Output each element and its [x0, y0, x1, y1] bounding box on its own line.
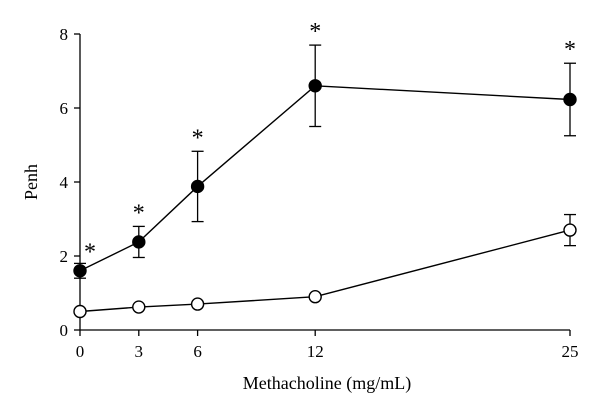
- y-tick-label-3: 6: [60, 99, 69, 118]
- x-tick-label-3: 12: [307, 342, 324, 361]
- series-0-point-1: [132, 235, 146, 249]
- series-layer: * * * * *: [73, 19, 577, 319]
- series-1-point-3: [308, 290, 322, 304]
- axes: 0 2 4 6 8 0 3 6 12 25: [60, 25, 579, 361]
- x-tick-label-1: 3: [135, 342, 144, 361]
- x-axis-label: Methacholine (mg/mL): [243, 373, 411, 394]
- series-0-point-2: [190, 179, 205, 194]
- series-0-point-3: [308, 79, 322, 93]
- y-tick-label-0: 0: [60, 321, 69, 340]
- x-tick-label-4: 25: [562, 342, 579, 361]
- series-1-point-4: [563, 223, 577, 237]
- y-tick-label-1: 2: [60, 247, 69, 266]
- series-1-point-2: [190, 297, 205, 311]
- series-1-line: [79, 229, 571, 313]
- significance-marker-0-0: *: [84, 239, 96, 265]
- significance-marker-0-2: *: [192, 125, 204, 151]
- series-0-line: [79, 85, 571, 272]
- significance-marker-0-3: *: [309, 19, 321, 45]
- y-axis-label: Penh: [21, 164, 41, 200]
- significance-marker-0-1: *: [133, 200, 145, 226]
- series-1-point-1: [132, 300, 146, 314]
- y-tick-label-2: 4: [60, 173, 69, 192]
- series-0: * * * * *: [73, 19, 577, 279]
- series-0-point-4: [563, 92, 577, 107]
- x-tick-label-0: 0: [76, 342, 85, 361]
- x-tick-label-2: 6: [193, 342, 202, 361]
- y-tick-label-4: 8: [60, 25, 69, 44]
- series-0-point-0: [73, 264, 87, 278]
- series-1: [73, 213, 577, 319]
- significance-marker-0-4: *: [564, 37, 576, 63]
- series-1-point-0: [73, 304, 87, 319]
